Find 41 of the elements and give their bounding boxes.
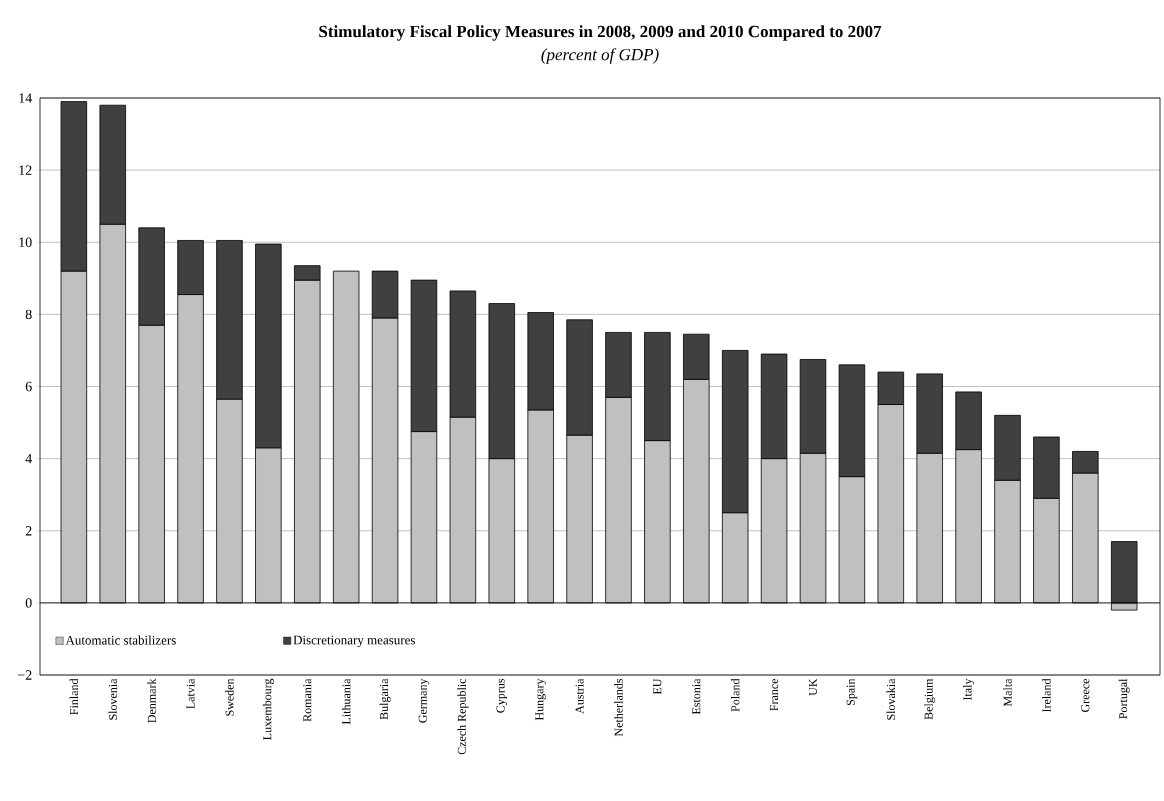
x-tick-label: Netherlands [614,678,623,737]
legend-label: Discretionary measures [293,635,415,648]
x-tick-label: Germany [418,678,430,723]
x-tick-label: Luxembourg [262,678,274,740]
x-tick-label: Austria [575,678,584,714]
x-tick-label: Malta [1003,678,1012,707]
x-tick-label: Greece [1081,678,1090,713]
x-tick-label: Belgium [924,678,936,720]
x-tick-label: Portugal [1118,678,1130,719]
legend-label: Automatic stabilizers [65,635,176,645]
y-tick-label: 8 [25,309,32,320]
x-tick-label: Slovakia [886,678,896,720]
x-tick-label: Bulgaria [379,678,391,720]
x-tick-label: Romania [303,678,312,722]
x-tick-label: Finland [69,678,79,715]
y-tick-label: 14 [19,93,32,103]
x-tick-label: Lithuania [341,678,351,725]
x-tick-label: UK [809,678,817,696]
y-tick-label: −2 [18,670,32,680]
y-tick-label: 4 [25,454,32,464]
x-tick-label: Ireland [1042,678,1051,713]
chart-subtitle: (percent of GDP) [541,48,659,64]
y-tick-label: 12 [19,165,32,175]
x-tick-label: Slovenia [108,678,117,720]
x-tick-label: EU [653,678,662,695]
x-tick-label: France [770,678,779,711]
y-tick-label: 6 [25,381,32,392]
x-tick-label: Spain [846,678,858,706]
x-tick-label: Estonia [692,678,701,715]
y-tick-label: 0 [25,598,32,608]
chart-title: Stimulatory Fiscal Policy Measures in 2008, 2009 and 2010 Compared to 2007 [319,25,882,41]
x-tick-label: Poland [730,678,740,712]
x-tick-label: Cyprus [496,678,508,713]
x-tick-label: Sweden [225,678,234,716]
y-tick-label: 10 [19,237,32,247]
x-tick-label: Latvia [186,678,195,709]
y-tick-label: 2 [25,526,32,536]
x-tick-label: Italy [963,678,975,701]
x-tick-label: Czech Republic [457,678,469,755]
x-tick-label: Denmark [147,678,156,723]
x-tick-label: Hungary [535,678,546,721]
